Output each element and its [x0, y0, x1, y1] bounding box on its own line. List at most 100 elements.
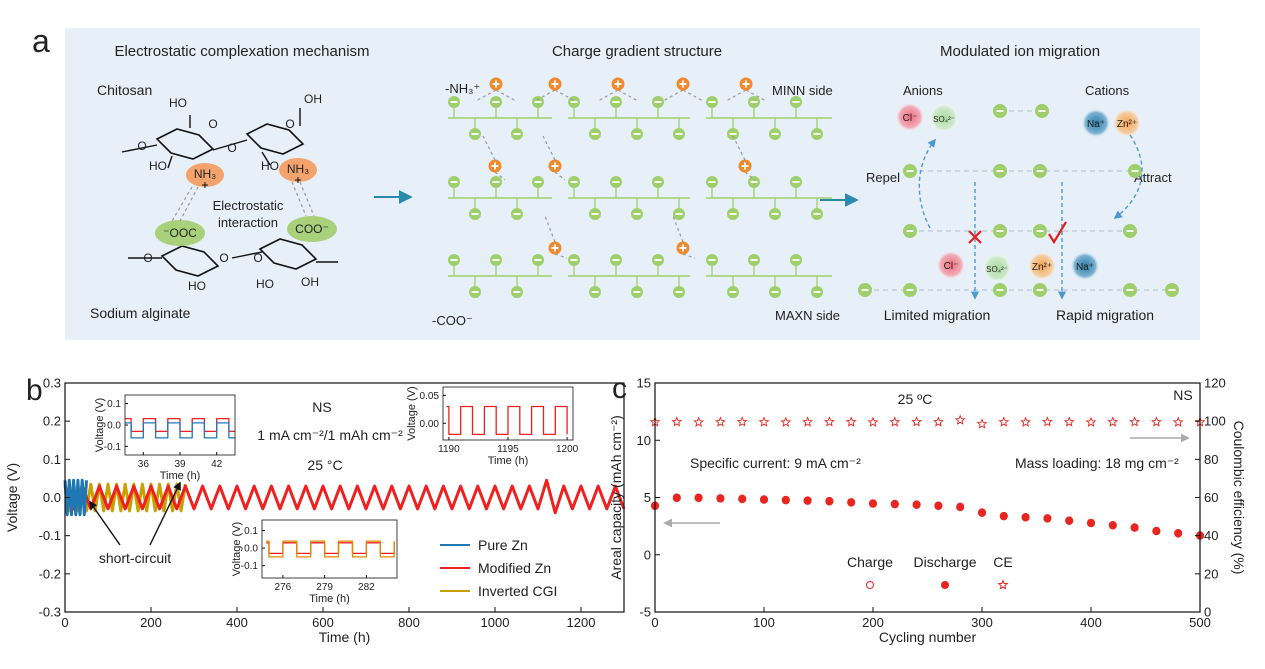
discharge-marker — [1021, 513, 1030, 522]
y2-tick-label: 20 — [1204, 566, 1218, 581]
y-tick-label: 0.0 — [244, 544, 258, 555]
dashed-link — [662, 89, 684, 102]
x-tick-label: 282 — [358, 582, 375, 593]
y-tick-label: 5 — [644, 490, 651, 505]
discharge-marker — [1087, 519, 1095, 528]
ce-marker — [867, 416, 879, 427]
ce-marker — [802, 416, 814, 427]
dashed-link — [495, 89, 517, 102]
y-tick-label: 0.2 — [43, 414, 61, 429]
discharge-marker — [1130, 523, 1139, 532]
ce-marker — [823, 416, 835, 427]
ion-label: SO₄²⁻ — [986, 265, 1008, 274]
ion — [1070, 251, 1100, 281]
y2-tick-label: 0 — [1204, 605, 1211, 620]
discharge-marker — [825, 497, 834, 506]
dashed-link — [475, 89, 497, 102]
discharge-marker — [1174, 529, 1183, 538]
discharge-marker — [716, 494, 725, 503]
y-axis-label: Voltage (V) — [4, 463, 20, 532]
dashed-link — [171, 186, 193, 222]
y-axis-label: Voltage (V) — [94, 398, 106, 452]
discharge-marker — [890, 500, 899, 509]
ce-marker — [998, 416, 1010, 427]
ce-marker — [1041, 416, 1053, 427]
dashed-link — [291, 181, 307, 217]
ion-group-label: Cations — [1085, 83, 1130, 98]
y2-tick-label: 100 — [1204, 414, 1226, 429]
ce-marker — [1020, 416, 1032, 427]
carboxyl-label: ⁻OOC — [163, 226, 197, 240]
x-tick-label: 0 — [61, 615, 68, 630]
y-tick-label: -0.1 — [104, 442, 122, 453]
atom-label: O — [219, 251, 228, 265]
legend-label: Discharge — [913, 554, 976, 570]
series-line — [125, 422, 235, 439]
legend-swatch — [941, 581, 949, 589]
x-axis-label: Time (h) — [160, 470, 201, 482]
ce-marker — [671, 416, 683, 427]
discharge-marker — [738, 495, 747, 504]
annotation: Specific current: 9 mA cm⁻² — [690, 455, 861, 471]
y-tick-label: 0.05 — [420, 391, 440, 402]
y-tick-label: -0.3 — [39, 605, 61, 620]
ion — [1027, 251, 1057, 281]
y2-tick-label: 80 — [1204, 452, 1218, 467]
annotation: 1 mA cm⁻²/1 mAh cm⁻² — [257, 427, 403, 443]
discharge-marker — [847, 498, 856, 507]
ion — [929, 103, 959, 133]
plot-frame — [261, 519, 398, 579]
legend-label: Modified Zn — [478, 560, 551, 576]
x-tick-label: 1190 — [438, 444, 460, 455]
y-axis-label: Voltage (V) — [406, 386, 418, 440]
atom-label: HO — [188, 279, 206, 293]
atom-label: O — [208, 117, 217, 131]
annotation: NS — [1173, 387, 1192, 403]
x-tick-label: 1200 — [567, 615, 596, 630]
x-tick-label: 1200 — [556, 444, 579, 455]
amine-label: NH₃ — [194, 167, 216, 181]
ce-marker — [976, 418, 988, 429]
carboxyl-group — [155, 220, 205, 246]
y-axis-label: Voltage (V) — [231, 522, 243, 576]
ion-label: Na⁺ — [1087, 119, 1105, 130]
x-tick-label: 100 — [753, 615, 775, 630]
ce-marker — [780, 416, 792, 427]
x-tick-label: 500 — [1189, 615, 1211, 630]
attract-arrow — [1113, 134, 1143, 220]
atom-label: HO — [261, 159, 279, 173]
dashed-link — [682, 253, 696, 259]
annotation: Mass loading: 18 mg cm⁻² — [1015, 455, 1179, 471]
molecule-label: Sodium alginate — [90, 305, 191, 321]
discharge-marker — [1043, 514, 1052, 523]
ce-marker — [911, 416, 923, 427]
ion-label: Na⁺ — [1076, 262, 1094, 273]
y-tick-label: 0.1 — [43, 452, 61, 467]
ce-marker — [1063, 416, 1075, 427]
dashed-link — [482, 135, 496, 161]
x-tick-label: 300 — [971, 615, 993, 630]
y2-tick-label: 120 — [1204, 376, 1226, 391]
ion-label: SO₄²⁻ — [933, 115, 955, 124]
x-tick-label: 200 — [862, 615, 884, 630]
ce-marker — [1129, 416, 1141, 427]
x-tick-label: 600 — [312, 615, 334, 630]
x-tick-label: 276 — [275, 582, 292, 593]
dashed-link — [672, 215, 684, 243]
dashed-link — [597, 89, 619, 102]
x-tick-label: 36 — [138, 459, 150, 470]
x-axis-label: Cycling number — [879, 629, 977, 645]
ce-marker — [758, 416, 770, 427]
block-cross — [968, 230, 982, 244]
ion — [1081, 108, 1111, 138]
discharge-marker — [999, 512, 1008, 521]
ce-marker — [1172, 416, 1184, 427]
dashed-link — [179, 186, 199, 222]
dashed-link — [732, 135, 746, 161]
dashed-link — [554, 171, 566, 181]
carboxyl-label: COO⁻ — [295, 222, 329, 236]
y-tick-label: 0.0 — [107, 421, 121, 432]
sugar-ring — [155, 128, 215, 160]
sugar-ring — [245, 123, 305, 155]
discharge-marker — [760, 495, 768, 504]
